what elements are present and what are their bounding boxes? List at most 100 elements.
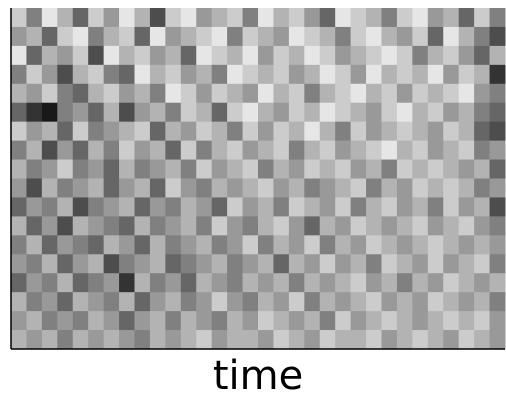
cell bbox=[242, 64, 259, 85]
cell bbox=[366, 197, 382, 217]
cell bbox=[119, 121, 135, 142]
cell bbox=[350, 273, 367, 293]
cell bbox=[88, 121, 105, 142]
cell bbox=[335, 216, 352, 236]
cell bbox=[196, 102, 213, 123]
cell bbox=[242, 140, 259, 161]
cell bbox=[350, 235, 367, 255]
cell bbox=[88, 292, 105, 312]
cell bbox=[196, 45, 213, 66]
cell bbox=[149, 102, 166, 123]
cell bbox=[26, 26, 43, 47]
cell bbox=[335, 254, 352, 274]
cell bbox=[381, 121, 398, 142]
cell bbox=[381, 102, 398, 123]
cell bbox=[381, 216, 398, 236]
cell bbox=[134, 273, 151, 293]
cell bbox=[458, 330, 475, 350]
cell bbox=[304, 311, 321, 331]
cell bbox=[319, 311, 336, 331]
cell bbox=[72, 292, 89, 312]
cell bbox=[443, 292, 460, 312]
cell bbox=[288, 121, 305, 142]
cell bbox=[149, 292, 166, 312]
cell bbox=[304, 121, 321, 142]
cell bbox=[41, 254, 58, 274]
cell bbox=[427, 178, 444, 198]
cell bbox=[165, 197, 182, 217]
cell bbox=[443, 64, 460, 85]
cell bbox=[119, 235, 135, 255]
cell bbox=[26, 140, 43, 161]
cell bbox=[366, 273, 382, 293]
cell bbox=[72, 64, 89, 85]
cell bbox=[26, 83, 43, 104]
cell bbox=[119, 102, 135, 123]
cell bbox=[288, 102, 305, 123]
cell bbox=[57, 292, 74, 312]
cell bbox=[119, 26, 135, 47]
cell bbox=[381, 45, 398, 66]
cell bbox=[489, 235, 506, 255]
cell bbox=[88, 102, 105, 123]
cell bbox=[103, 273, 120, 293]
cell bbox=[242, 26, 259, 47]
cell bbox=[489, 330, 506, 350]
cell bbox=[227, 235, 244, 255]
cell bbox=[103, 235, 120, 255]
cell bbox=[165, 45, 182, 66]
cell bbox=[26, 235, 43, 255]
cell bbox=[134, 235, 151, 255]
cell bbox=[103, 121, 120, 142]
cell bbox=[134, 121, 151, 142]
cell bbox=[196, 292, 213, 312]
cell bbox=[335, 159, 352, 179]
cell bbox=[427, 64, 444, 85]
cell bbox=[227, 26, 244, 47]
cell bbox=[227, 102, 244, 123]
cell bbox=[258, 8, 274, 28]
cell bbox=[319, 273, 336, 293]
cell bbox=[11, 159, 27, 179]
cell bbox=[41, 8, 58, 28]
cell bbox=[319, 235, 336, 255]
cell bbox=[319, 254, 336, 274]
cell bbox=[134, 140, 151, 161]
cell bbox=[57, 235, 74, 255]
cell bbox=[273, 83, 290, 104]
cell bbox=[57, 26, 74, 47]
cell bbox=[396, 330, 413, 350]
cell bbox=[211, 140, 228, 161]
cell bbox=[304, 273, 321, 293]
cell bbox=[412, 64, 429, 85]
cell bbox=[288, 235, 305, 255]
cell bbox=[288, 273, 305, 293]
cell bbox=[258, 121, 274, 142]
cell bbox=[57, 330, 74, 350]
cell bbox=[366, 311, 382, 331]
cell bbox=[165, 26, 182, 47]
cell bbox=[366, 216, 382, 236]
cell bbox=[149, 235, 166, 255]
cell bbox=[26, 178, 43, 198]
cell bbox=[11, 292, 27, 312]
cell bbox=[103, 8, 120, 28]
cell bbox=[427, 311, 444, 331]
cell bbox=[227, 216, 244, 236]
cell bbox=[211, 197, 228, 217]
cell bbox=[304, 235, 321, 255]
cell bbox=[211, 235, 228, 255]
cell bbox=[149, 26, 166, 47]
cell bbox=[258, 311, 274, 331]
cell bbox=[458, 26, 475, 47]
cell bbox=[335, 121, 352, 142]
cell bbox=[72, 197, 89, 217]
cell bbox=[41, 216, 58, 236]
cell bbox=[288, 140, 305, 161]
cell bbox=[258, 102, 274, 123]
cell bbox=[180, 197, 197, 217]
cell bbox=[88, 235, 105, 255]
cell bbox=[196, 83, 213, 104]
cell bbox=[258, 273, 274, 293]
cell bbox=[474, 235, 491, 255]
